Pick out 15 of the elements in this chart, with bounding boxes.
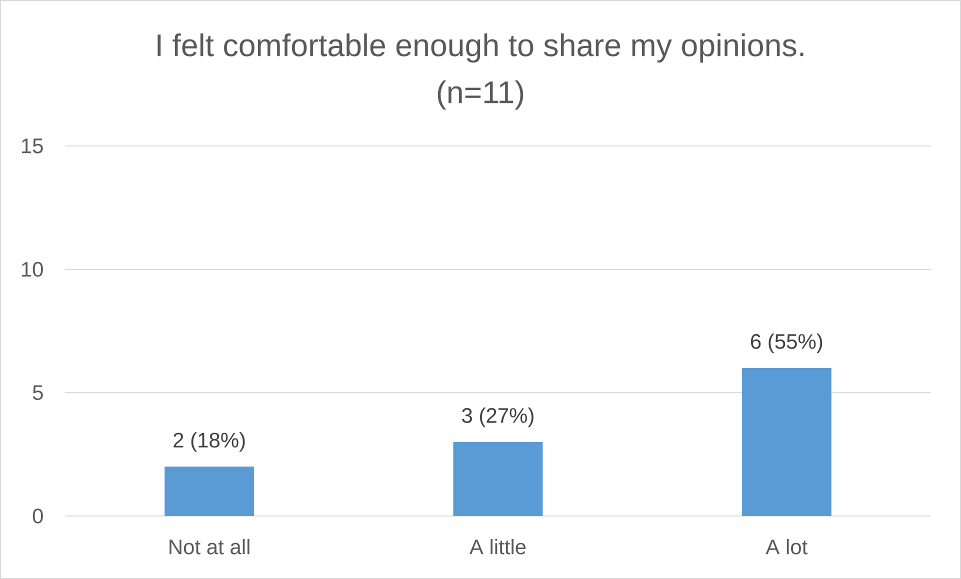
bar xyxy=(742,368,832,516)
bar xyxy=(453,442,543,516)
y-tick-label: 0 xyxy=(32,508,43,524)
bar xyxy=(164,466,254,516)
x-tick-label: A little xyxy=(469,538,526,554)
y-tick-label: 5 xyxy=(32,385,43,400)
y-tick-label: 15 xyxy=(22,138,43,154)
data-label: 3 (27%) xyxy=(462,407,534,428)
chart-title: I felt comfortable enough to share my opinions. xyxy=(158,33,804,63)
x-tick-label: Not at all xyxy=(170,538,250,554)
x-tick-label: A lot xyxy=(766,538,808,554)
y-tick-label: 10 xyxy=(22,262,43,277)
data-label: 2 (18%) xyxy=(174,432,245,452)
data-label: 6 (55%) xyxy=(750,333,822,354)
chart-subtitle: (n=11) xyxy=(438,80,524,110)
